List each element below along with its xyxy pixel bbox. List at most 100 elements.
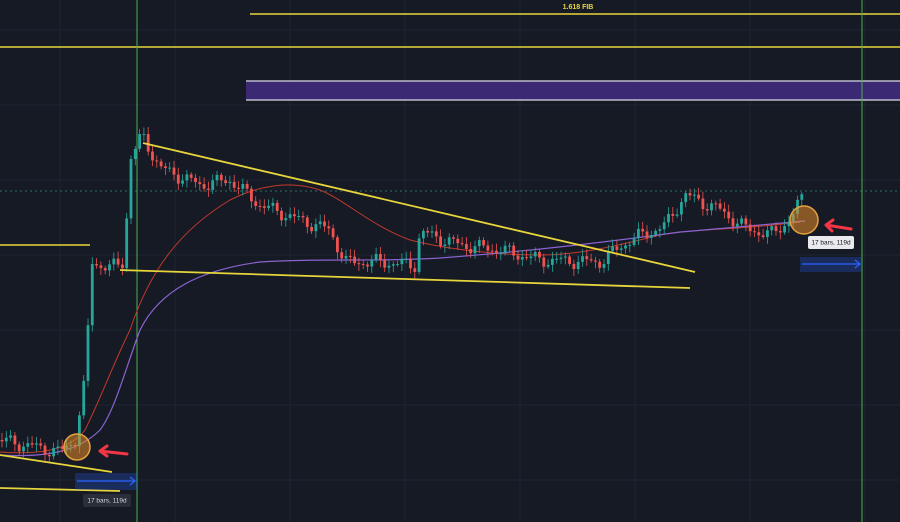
candle-body xyxy=(529,256,533,259)
candle-body xyxy=(241,183,245,189)
candle-body xyxy=(26,443,30,447)
candle-body xyxy=(60,446,64,449)
candle-body xyxy=(611,246,614,252)
candle-body xyxy=(39,443,43,446)
candle-body xyxy=(718,203,722,209)
candle-body xyxy=(705,209,709,211)
candle-body xyxy=(473,246,477,254)
candle-body xyxy=(512,245,516,256)
candle-body xyxy=(551,258,554,265)
candle-body xyxy=(774,226,778,232)
candle-body xyxy=(761,235,765,238)
candle-body xyxy=(615,246,619,250)
candle-body xyxy=(692,194,696,196)
trend-line xyxy=(119,269,691,289)
candle-body xyxy=(396,264,399,266)
candle-body xyxy=(9,435,12,438)
candle-body xyxy=(482,240,485,246)
candle-body xyxy=(194,177,197,183)
candle-body xyxy=(133,148,137,159)
candle-body xyxy=(387,265,391,268)
candle-body xyxy=(344,255,348,259)
candle-body xyxy=(43,445,47,455)
candle-body xyxy=(757,232,761,236)
candle-body xyxy=(770,226,774,231)
candle-body xyxy=(503,245,507,254)
candle-body xyxy=(675,214,679,216)
candle-body xyxy=(267,205,270,208)
trend-line xyxy=(0,454,113,473)
candle-body xyxy=(271,202,275,206)
candle-body xyxy=(714,203,718,205)
candle-body xyxy=(78,415,81,447)
candle-body xyxy=(477,240,481,247)
candle-body xyxy=(744,218,748,225)
candle-body xyxy=(215,174,219,181)
candle-body xyxy=(13,435,17,445)
measure-label-box xyxy=(83,494,131,507)
candle-body xyxy=(710,203,713,211)
candle-body xyxy=(224,180,227,184)
candle-body xyxy=(327,226,331,229)
candle-body xyxy=(499,253,503,255)
candle-body xyxy=(108,264,111,271)
candle-body xyxy=(572,263,576,270)
measure-arrow xyxy=(802,259,862,269)
candle-body xyxy=(219,174,223,181)
candle-body xyxy=(254,201,258,206)
candle-body xyxy=(159,161,163,167)
candle-body xyxy=(237,187,240,189)
candle-body xyxy=(645,231,649,238)
measure-label: 17 bars, 119d xyxy=(87,498,127,505)
fib-label: 1.618 FIB xyxy=(563,4,594,11)
candle-body xyxy=(331,228,335,238)
candle-body xyxy=(563,256,567,258)
candle-body xyxy=(606,251,610,265)
candle-body xyxy=(555,258,559,260)
candle-body xyxy=(138,134,141,149)
candle-body xyxy=(417,238,421,272)
candle-body xyxy=(297,216,301,218)
candle-body xyxy=(800,194,804,200)
candle-body xyxy=(258,205,262,207)
highlight-circle xyxy=(789,205,819,235)
candle-body xyxy=(422,230,425,239)
candle-body xyxy=(727,211,731,219)
candle-body xyxy=(632,238,636,245)
candle-body xyxy=(585,256,589,260)
candle-body xyxy=(469,248,473,254)
candle-body xyxy=(142,134,146,136)
candle-body xyxy=(284,218,288,221)
candle-body xyxy=(753,231,756,233)
candle-body xyxy=(22,446,25,452)
candle-body xyxy=(323,221,326,227)
candle-body xyxy=(641,228,645,232)
candle-body xyxy=(202,184,206,189)
arrow xyxy=(824,218,853,233)
candle-body xyxy=(430,231,434,233)
candle-body xyxy=(383,260,387,268)
candle-body xyxy=(353,256,356,264)
candle-body xyxy=(628,244,632,246)
candle-body xyxy=(662,222,666,230)
candle-body xyxy=(0,440,4,442)
candle-body xyxy=(697,194,700,199)
candle-body xyxy=(211,180,215,190)
candle-body xyxy=(559,257,563,259)
candle-body xyxy=(232,181,236,188)
candle-body xyxy=(520,257,524,260)
candle-body xyxy=(125,218,129,269)
candle-body xyxy=(340,252,344,259)
candle-body xyxy=(207,188,210,190)
candle-body xyxy=(525,257,528,259)
candle-body xyxy=(357,263,361,265)
candle-body xyxy=(250,188,253,202)
candle-body xyxy=(379,254,382,261)
candle-body xyxy=(576,261,580,270)
candle-body xyxy=(146,134,150,152)
candle-body xyxy=(129,158,133,219)
candle-body xyxy=(637,228,640,239)
candle-body xyxy=(164,166,167,169)
candle-body xyxy=(460,243,464,245)
